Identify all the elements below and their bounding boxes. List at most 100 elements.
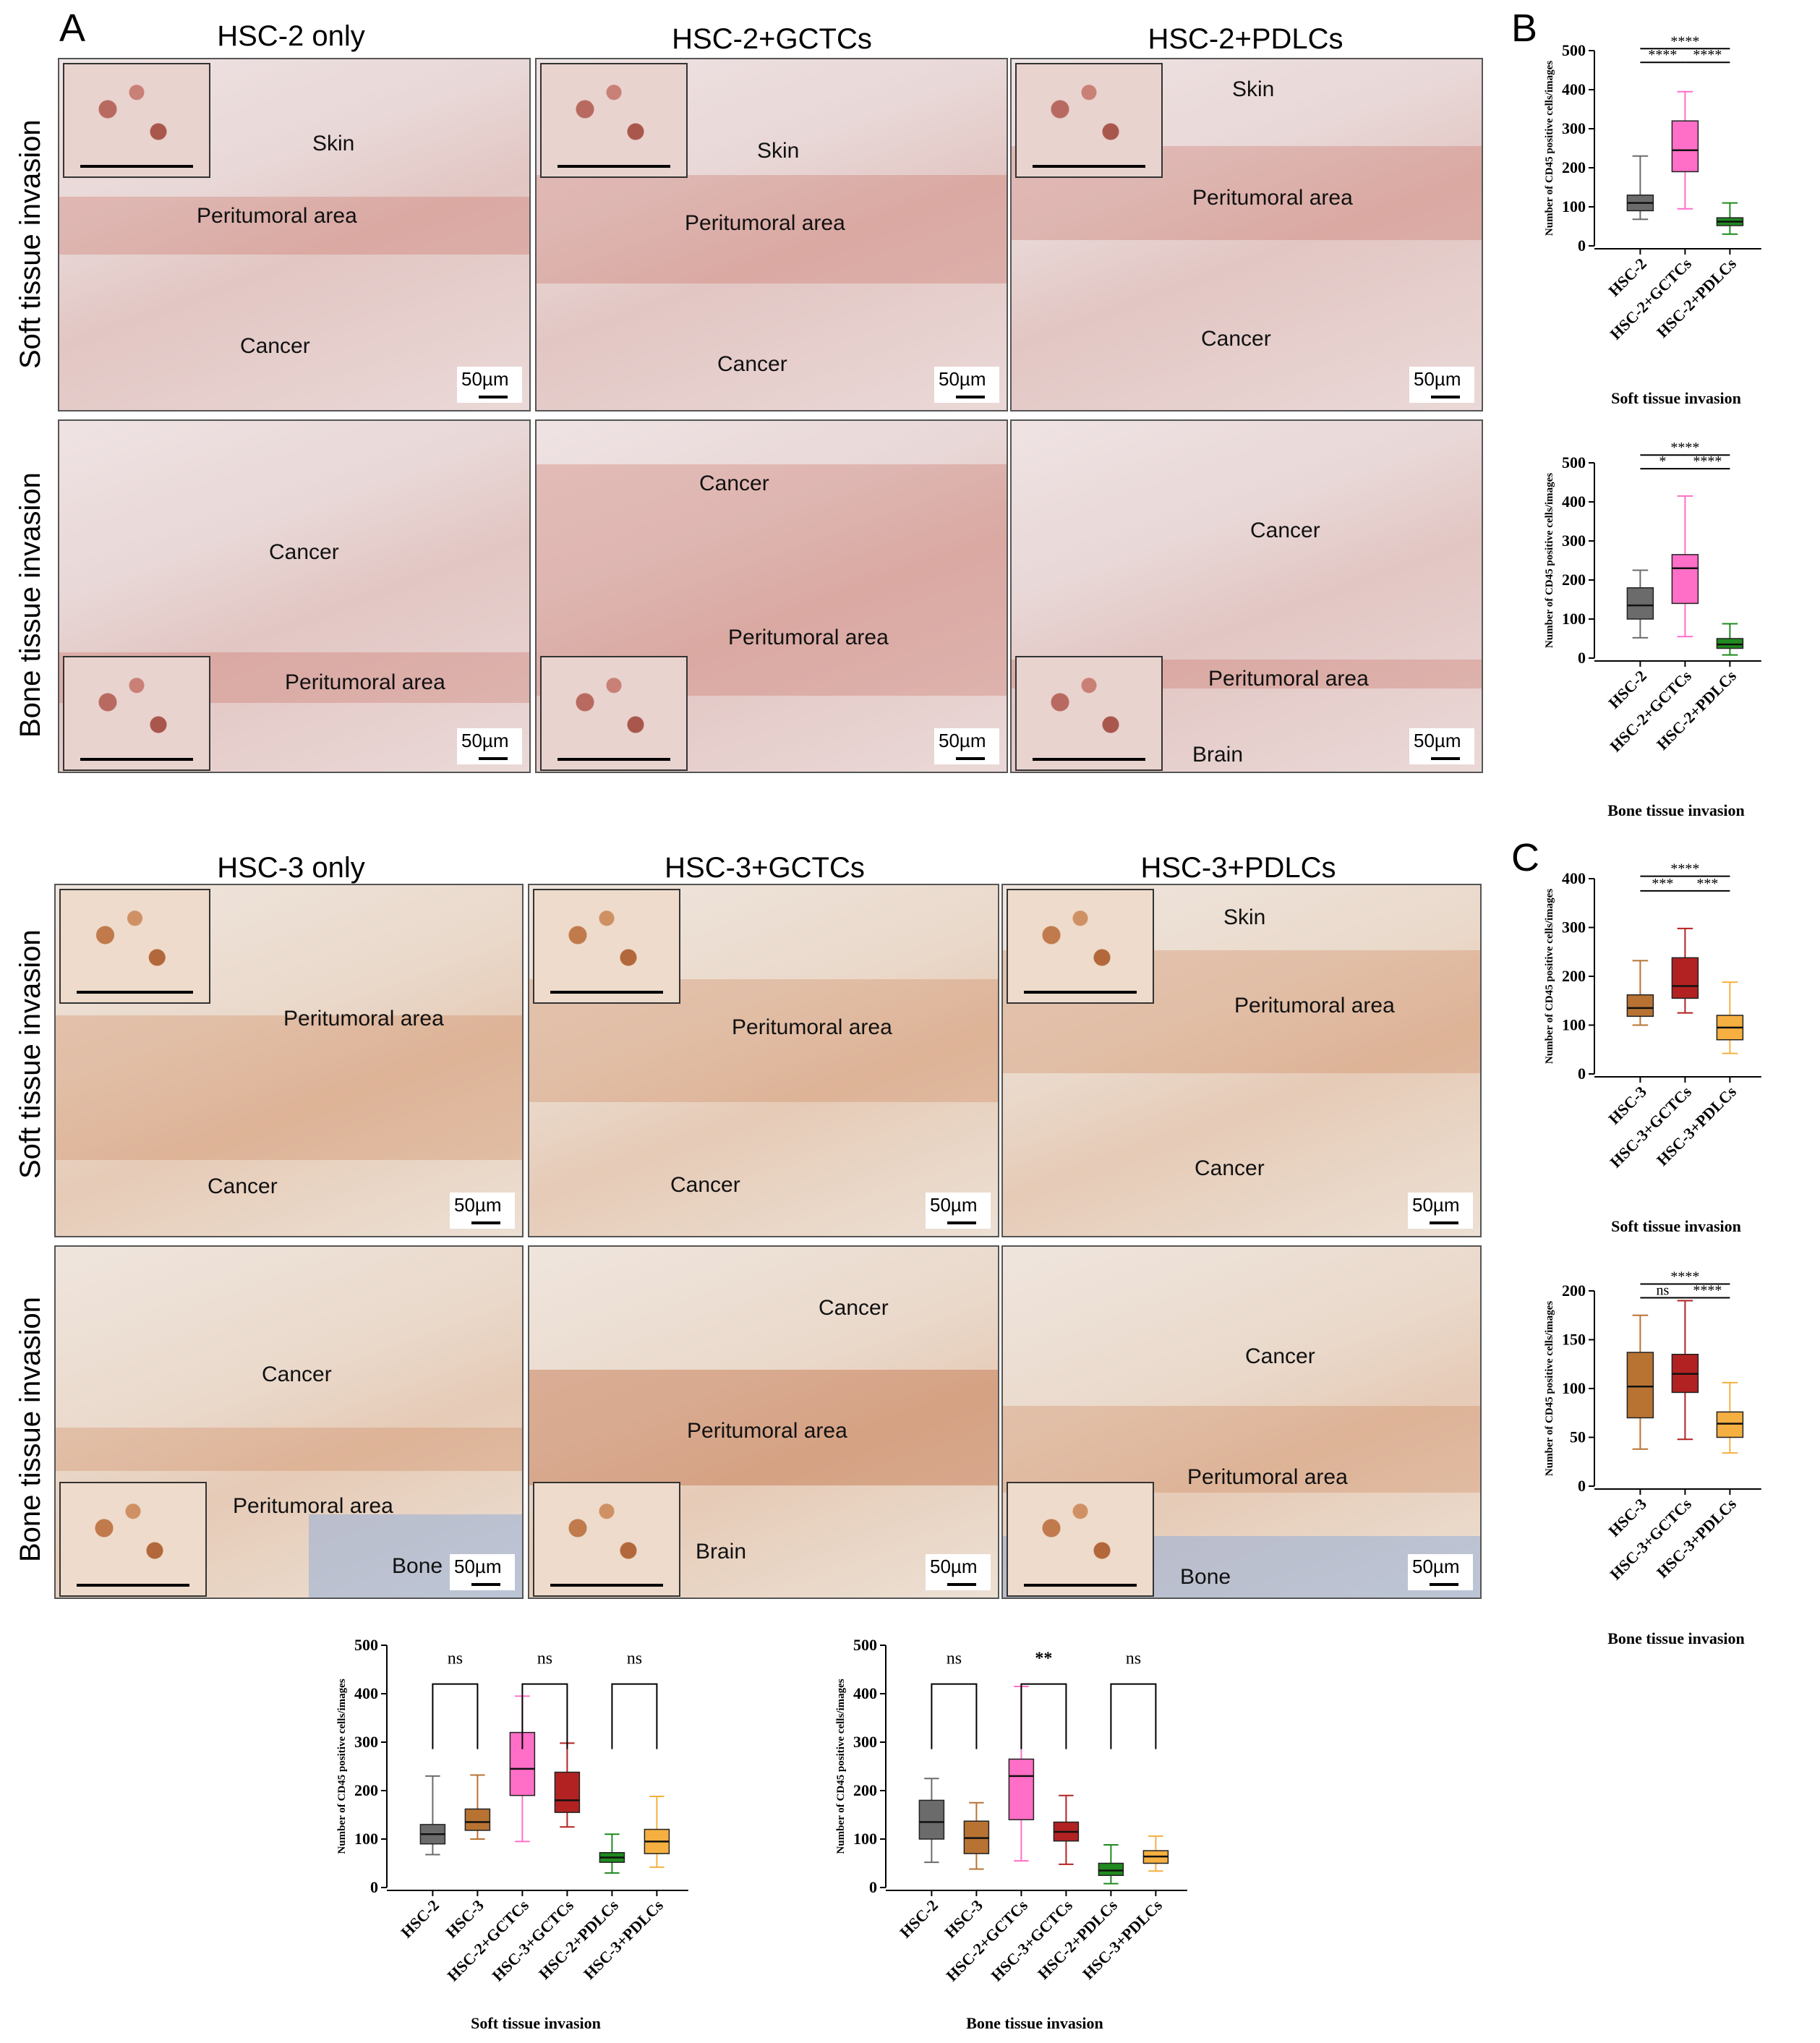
scale-label: 50µm xyxy=(461,368,509,390)
inset-magnified xyxy=(59,1482,207,1597)
scale-label: 50µm xyxy=(461,730,509,751)
pair-bracket xyxy=(432,1683,479,1749)
micrograph-hsc3-only-soft: Peritumoral area Cancer 50µm xyxy=(54,884,524,1237)
x-axis-title: Bone tissue invasion xyxy=(1607,1629,1745,1647)
inset-scale-bar xyxy=(1033,758,1145,761)
y-tick-label: 300 xyxy=(1562,532,1586,550)
y-tick-label: 200 xyxy=(1562,571,1586,589)
peritumoral-band xyxy=(537,175,1007,283)
row-label-bottom-bone: Bone tissue invasion xyxy=(14,1297,46,1562)
x-category-label: HSC-2+PDLCs xyxy=(535,1896,622,1983)
scale-box: 50µm xyxy=(926,1193,991,1229)
col-title-hsc3-only: HSC-3 only xyxy=(217,852,365,884)
sig-label: **** xyxy=(1693,47,1722,63)
y-tick-label: 400 xyxy=(354,1684,378,1702)
scale-label: 50µm xyxy=(930,1556,978,1577)
sig-label: ns xyxy=(1657,1282,1670,1298)
scale-box: 50µm xyxy=(457,728,522,764)
row-label-top-soft: Soft tissue invasion xyxy=(14,119,46,369)
y-tick-label: 400 xyxy=(1562,492,1586,511)
y-tick-label: 300 xyxy=(853,1733,877,1751)
region-label-cancer: Cancer xyxy=(1245,1344,1315,1368)
x-axis-title: Bone tissue invasion xyxy=(966,2014,1103,2032)
inset-scale-bar xyxy=(550,1584,663,1587)
scale-box: 50µm xyxy=(1408,1193,1473,1229)
inset-magnified xyxy=(1015,63,1163,178)
y-tick-label: 500 xyxy=(853,1636,877,1654)
y-axis-title: Number of CD45 positive cells/images xyxy=(1544,889,1555,1064)
scale-box: 50µm xyxy=(1409,367,1474,403)
boxplot-d-bone: 0 100 200 300 400 500 Number of CD45 positive … xyxy=(835,1636,1187,2032)
region-label-bone: Bone xyxy=(392,1554,443,1578)
y-tick-label: 500 xyxy=(1562,453,1586,472)
inset-magnified xyxy=(540,63,688,178)
micrograph-hsc2-pdlcs-bone: Cancer Peritumoral area Brain 50µm xyxy=(1010,419,1483,773)
region-label-peritumoral: Peritumoral area xyxy=(1192,186,1353,210)
scale-label: 50µm xyxy=(930,1194,978,1216)
region-label-cancer: Cancer xyxy=(240,334,310,358)
boxplot-b-bone: 0 100 200 300 400 500 Number of CD45 positive … xyxy=(1544,440,1761,819)
x-category-label: HSC-2 xyxy=(896,1896,941,1942)
pair-bracket xyxy=(521,1683,568,1749)
sig-label: *** xyxy=(1652,876,1673,892)
region-label-cancer: Cancer xyxy=(208,1174,278,1198)
scale-label: 50µm xyxy=(1412,1194,1460,1216)
region-label-peritumoral: Peritumoral area xyxy=(1234,994,1395,1018)
boxplot-c-soft: 0 100 200 300 400 Number of CD45 positive cel… xyxy=(1544,861,1761,1235)
y-tick-label: 100 xyxy=(1562,1016,1586,1034)
y-tick-label: 100 xyxy=(1562,197,1586,216)
peritumoral-band xyxy=(529,1370,998,1485)
y-axis-title: Number of CD45 positive cells/images xyxy=(1544,473,1555,648)
inset-magnified xyxy=(1007,1482,1154,1597)
peritumoral-band xyxy=(56,1015,522,1160)
pair-label: ** xyxy=(1035,1650,1052,1668)
inset-magnified xyxy=(533,1482,680,1597)
inset-magnified xyxy=(63,63,210,178)
sig-label: **** xyxy=(1670,861,1699,877)
region-label-cancer: Cancer xyxy=(819,1296,889,1320)
x-category-label: HSC-3+PDLCs xyxy=(1653,1083,1740,1169)
inset-scale-bar xyxy=(557,165,670,168)
y-axis-title: Number of CD45 positive cells/images xyxy=(835,1679,847,1854)
y-tick-label: 300 xyxy=(354,1733,378,1751)
inset-magnified xyxy=(1015,656,1163,771)
scale-bar xyxy=(1430,1583,1458,1586)
row-label-top-bone: Bone tissue invasion xyxy=(14,472,46,738)
inset-scale-bar xyxy=(557,758,670,761)
panel-label-b: B xyxy=(1511,7,1538,50)
box-iqr xyxy=(1671,120,1699,173)
y-tick-label: 200 xyxy=(853,1781,877,1799)
region-label-peritumoral: Peritumoral area xyxy=(285,670,445,694)
scale-label: 50µm xyxy=(454,1556,502,1577)
col-title-hsc3-gctcs: HSC-3+GCTCs xyxy=(665,852,865,884)
region-label-brain: Brain xyxy=(696,1540,747,1564)
pair-label: ns xyxy=(1126,1650,1141,1668)
scale-bar xyxy=(1431,396,1460,398)
inset-scale-bar xyxy=(1024,991,1137,994)
micrograph-hsc2-gctcs-bone: Cancer Peritumoral area 50µm xyxy=(535,419,1008,773)
scale-box: 50µm xyxy=(926,1554,991,1590)
scale-box: 50µm xyxy=(1409,728,1474,764)
region-label-cancer: Cancer xyxy=(670,1173,740,1197)
region-label-peritumoral: Peritumoral area xyxy=(1208,667,1369,691)
region-label-cancer: Cancer xyxy=(1201,327,1271,351)
scale-bar xyxy=(479,396,508,398)
region-label-cancer: Cancer xyxy=(269,540,339,564)
box-iqr xyxy=(1671,957,1699,999)
sig-label: * xyxy=(1659,453,1666,469)
pair-label: ns xyxy=(947,1650,962,1668)
scale-box: 50µm xyxy=(1408,1554,1473,1590)
y-tick-label: 400 xyxy=(1562,869,1586,887)
pair-bracket xyxy=(611,1683,658,1749)
boxplot-c-bone: 0 50 100 150 200 Number of CD45 positive cell… xyxy=(1544,1269,1761,1647)
y-tick-label: 0 xyxy=(1578,1477,1586,1495)
region-label-skin: Skin xyxy=(1223,905,1266,929)
col-title-hsc2-gctcs: HSC-2+GCTCs xyxy=(672,23,872,55)
micrograph-hsc3-gctcs-soft: Peritumoral area Cancer 50µm xyxy=(528,884,999,1237)
x-axis-title: Bone tissue invasion xyxy=(1607,801,1745,819)
region-label-peritumoral: Peritumoral area xyxy=(687,1419,847,1443)
scale-label: 50µm xyxy=(454,1194,502,1216)
y-tick-label: 100 xyxy=(354,1830,378,1848)
region-label-skin: Skin xyxy=(312,132,355,155)
pair-label: ns xyxy=(537,1650,552,1668)
